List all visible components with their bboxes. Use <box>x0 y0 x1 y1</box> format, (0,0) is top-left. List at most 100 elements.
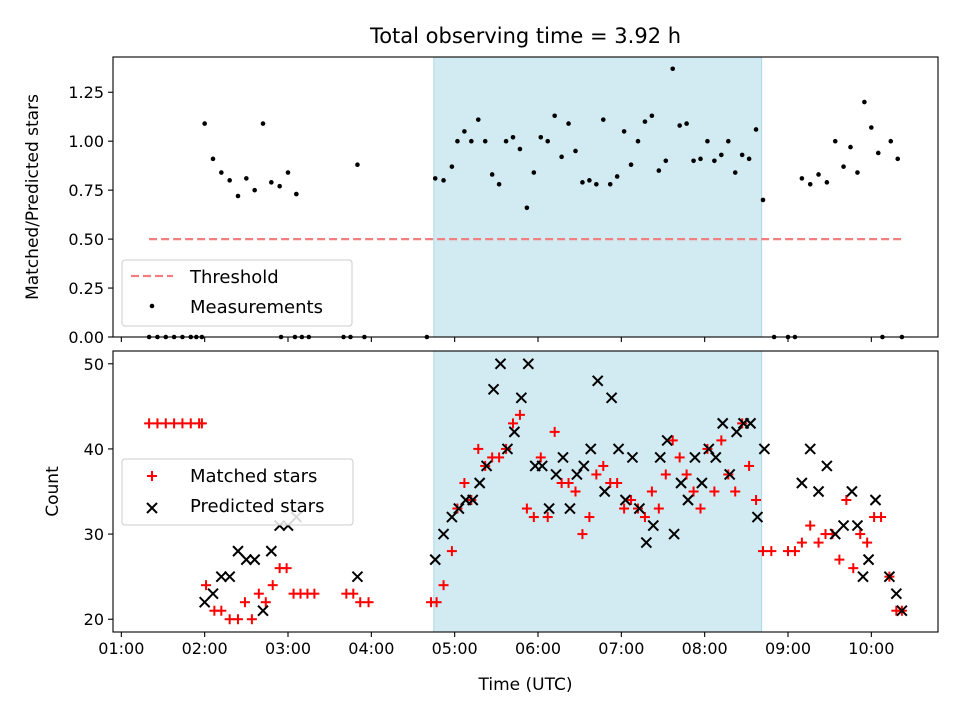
measurement-point <box>799 176 805 181</box>
measurement-point <box>285 170 291 175</box>
matched-star-point <box>789 546 800 557</box>
measurement-point <box>649 113 655 119</box>
x-tick-label: 04:00 <box>348 639 394 658</box>
measurement-point <box>807 181 813 187</box>
matched-star-point <box>201 580 212 591</box>
predicted-star-point <box>796 477 808 489</box>
measurement-point <box>705 138 710 144</box>
measurement-point <box>607 181 613 187</box>
measurement-point <box>642 119 648 124</box>
measurement-point <box>580 180 585 185</box>
top-x-ticks <box>120 337 872 342</box>
y-tick-label: 0.50 <box>68 230 104 249</box>
matched-star-point <box>281 563 292 574</box>
predicted-star-point <box>744 417 757 430</box>
predicted-star-point <box>710 451 722 464</box>
predicted-star-point <box>821 460 833 472</box>
measurement-point <box>227 178 232 183</box>
measurement-point <box>269 180 274 185</box>
matched-star-point <box>233 614 243 625</box>
predicted-star-point <box>626 451 639 464</box>
measurement-point <box>489 172 495 177</box>
measurement-point <box>510 134 516 140</box>
measurement-point <box>475 117 481 122</box>
matched-star-point <box>459 477 470 488</box>
x-tick-label: 05:00 <box>432 639 478 658</box>
x-tick-label: 09:00 <box>765 639 811 658</box>
predicted-star-point <box>862 553 875 566</box>
matched-star-point <box>577 529 588 540</box>
legend-measurements-swatch <box>149 303 155 309</box>
measurement-point <box>202 121 207 126</box>
matched-star-point <box>674 452 685 463</box>
predicted-star-point <box>682 494 694 506</box>
predicted-star-point <box>480 460 493 472</box>
x-tick-label: 07:00 <box>598 639 644 658</box>
predicted-star-point <box>869 494 882 506</box>
predicted-star-point <box>223 570 236 583</box>
measurement-point <box>594 181 599 187</box>
matched-star-point <box>438 580 449 591</box>
matched-star-point <box>744 460 755 471</box>
measurement-point <box>524 205 530 211</box>
matched-star-point <box>584 512 595 523</box>
measurement-point <box>496 181 502 187</box>
y-tick-label: 20 <box>84 610 104 629</box>
top-plot-marks <box>146 66 905 340</box>
measurements-panel: 0.00 0.25 0.50 0.75 1.00 1.25 Total observing… <box>23 24 939 347</box>
measurement-point <box>684 121 689 126</box>
predicted-star-point <box>647 519 659 532</box>
matched-star-point <box>185 418 196 429</box>
measurement-point <box>614 174 620 179</box>
measurement-point <box>441 178 446 183</box>
measurement-point <box>848 144 853 150</box>
measurement-point <box>538 134 544 140</box>
predicted-star-point <box>612 443 625 455</box>
measurement-point <box>698 156 703 162</box>
bottom-y-axis-label: Count <box>43 466 63 517</box>
measurement-point <box>219 170 224 175</box>
predicted-star-point <box>571 468 583 481</box>
measurement-point <box>531 170 537 175</box>
predicted-star-point <box>598 485 611 498</box>
matched-star-point <box>660 469 671 480</box>
predicted-star-point <box>592 375 604 387</box>
predicted-star-point <box>633 502 646 515</box>
predicted-star-point <box>257 605 269 617</box>
predicted-star-point <box>508 426 521 438</box>
predicted-star-point <box>550 468 562 481</box>
predicted-star-point <box>717 417 729 430</box>
predicted-star-point <box>896 605 908 617</box>
measurement-point <box>628 162 634 167</box>
measurement-point <box>552 113 557 119</box>
x-tick-label: 06:00 <box>515 639 561 658</box>
predicted-star-point <box>846 485 858 498</box>
matched-star-point <box>363 597 374 608</box>
matched-star-point <box>813 537 824 548</box>
matched-star-point <box>160 418 171 429</box>
matched-star-point <box>591 469 602 480</box>
bottom-plot-marks <box>144 358 908 625</box>
legend-threshold-label: Threshold <box>189 267 279 288</box>
predicted-star-point <box>883 570 896 583</box>
predicted-star-point <box>689 451 701 464</box>
measurement-point <box>832 138 838 144</box>
top-axes-frame <box>112 56 939 338</box>
legend-x-mark <box>146 502 158 514</box>
measurement-point <box>573 148 578 154</box>
measurement-point <box>875 150 881 156</box>
measurement-point <box>739 152 745 158</box>
x-tick-label: 03:00 <box>265 639 311 658</box>
predicted-star-point <box>501 443 514 455</box>
observing-window-span-bottom <box>433 350 763 633</box>
legend-matched-swatch <box>147 471 157 481</box>
top-y-ticks: 0.00 0.25 0.50 0.75 1.00 1.25 <box>68 83 113 347</box>
matched-star-point <box>253 588 264 599</box>
x-tick-label: 02:00 <box>182 639 228 658</box>
matched-star-point <box>598 460 609 471</box>
predicted-star-point <box>446 511 458 523</box>
matched-star-point <box>848 563 859 574</box>
matched-star-point <box>751 495 762 506</box>
predicted-star-point <box>487 383 500 396</box>
x-tick-label: 10:00 <box>848 639 894 658</box>
